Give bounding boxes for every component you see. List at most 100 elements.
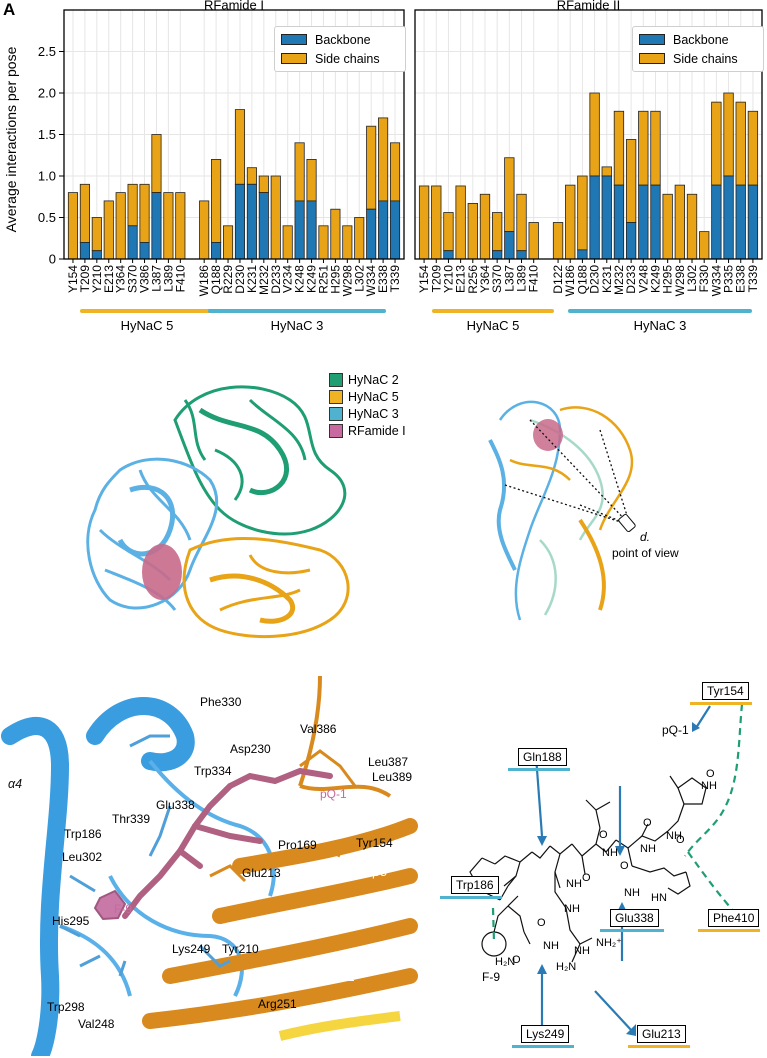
bar-backbone-s370 xyxy=(492,250,503,260)
x-tick-label-t209: T209 xyxy=(78,265,92,293)
annotation-text: point of view xyxy=(612,546,679,560)
label-thr339: Thr339 xyxy=(112,812,151,826)
y-tick-label: 0 xyxy=(49,252,56,267)
rfamide-surface xyxy=(142,544,182,600)
bar-side-chains-t339 xyxy=(389,142,401,202)
bar-side-chains-f410 xyxy=(175,192,186,260)
label-leu387: Leu387 xyxy=(368,755,409,769)
bar-side-chains-v248 xyxy=(638,110,649,186)
x-tick-label-h295: H295 xyxy=(661,265,675,294)
box-glu338: Glu338 xyxy=(610,909,659,927)
group-label-hynac5: HyNaC 5 xyxy=(120,318,174,333)
group-label-hynac3: HyNaC 3 xyxy=(633,318,687,333)
x-tick-label-h295: H295 xyxy=(328,265,342,294)
x-tick-label-f330: F330 xyxy=(697,265,711,293)
x-tick-label-d230: D230 xyxy=(233,265,247,294)
bar-side-chains-p335 xyxy=(723,92,734,177)
bar-side-chains-y154 xyxy=(418,185,430,260)
bar-side-chains-y210 xyxy=(91,217,102,252)
chart-frame xyxy=(414,9,763,260)
legend-swatch xyxy=(329,423,343,438)
bar-side-chains-y364 xyxy=(115,192,126,260)
bar-backbone-l387 xyxy=(504,231,515,260)
x-tick-label-r251: R251 xyxy=(316,265,330,294)
x-tick-label-k249: K249 xyxy=(305,265,319,293)
atom-label: O xyxy=(676,834,685,846)
label-trp298: Trp298 xyxy=(47,1000,85,1014)
atom-label: NH xyxy=(640,843,656,855)
helix-label-a5: α5 xyxy=(108,793,122,807)
bar-side-chains-l387 xyxy=(151,134,162,193)
phe-ring xyxy=(93,889,127,921)
group-label-hynac5: HyNaC 5 xyxy=(466,318,520,333)
bar-backbone-q188 xyxy=(211,241,222,260)
backbone-swatch xyxy=(639,34,665,45)
hynac5-strands xyxy=(142,818,418,1029)
bar-lys249 xyxy=(512,1045,574,1048)
x-tick-label-s370: S370 xyxy=(126,265,140,293)
atom-label: H₂N xyxy=(495,956,516,968)
bar-side-chains-m232 xyxy=(613,110,625,186)
x-tick-label-l387: L387 xyxy=(149,265,163,292)
legend-swatch xyxy=(329,372,343,387)
label-asp230: Asp230 xyxy=(230,742,271,756)
bar-side-chains-k231 xyxy=(246,167,257,185)
bar-backbone-m232 xyxy=(258,192,269,260)
box-gln188: Gln188 xyxy=(518,748,567,766)
strand-label-b11: β11 xyxy=(334,970,355,984)
x-tick-label-w186: W186 xyxy=(563,265,577,297)
x-tick-label-k231: K231 xyxy=(245,265,259,293)
hynac5-ribbon xyxy=(182,536,350,638)
bar-backbone-v248 xyxy=(638,184,649,260)
bar-side-chains-s370 xyxy=(127,183,138,227)
bar-side-chains-w334 xyxy=(366,125,377,210)
hynac3-helices xyxy=(1,697,195,1056)
bar-side-chains-d230 xyxy=(589,92,600,177)
label-f9: F-9 xyxy=(114,902,132,916)
x-tick-label-f410: F410 xyxy=(527,265,541,293)
bar-backbone-d230 xyxy=(234,183,246,260)
y-tick-label: 0.5 xyxy=(38,210,56,225)
x-tick-label-m232: M232 xyxy=(257,265,271,295)
side-view-structure xyxy=(488,400,634,621)
yellow-strand xyxy=(278,1011,401,1041)
camera-icon xyxy=(618,513,636,533)
x-tick-label-t209: T209 xyxy=(429,265,443,293)
x-tick-label-r256: R256 xyxy=(466,265,480,294)
atom-label: O xyxy=(582,872,591,884)
x-tick-label-e338: E338 xyxy=(376,265,390,293)
group-bar-hynac3 xyxy=(568,309,752,313)
x-tick-label-v234: V234 xyxy=(281,265,295,293)
group-bar-hynac5 xyxy=(80,309,214,313)
x-tick-label-e213: E213 xyxy=(102,265,116,293)
bar-side-chains-f410 xyxy=(528,222,539,260)
y-tick-label: 1.5 xyxy=(38,127,56,142)
x-tick-label-k249: K249 xyxy=(648,265,662,293)
bar-backbone-d233 xyxy=(625,222,637,260)
bar-phe410 xyxy=(698,929,760,932)
annotation-letter: d. xyxy=(640,530,651,544)
x-tick-label-w298: W298 xyxy=(340,265,354,297)
legend-swatch xyxy=(329,389,343,404)
bar-side-chains-q188 xyxy=(211,158,222,243)
x-tick-label-s370: S370 xyxy=(490,265,504,293)
atom-label: NH xyxy=(566,878,582,890)
chart-title: RFamide II xyxy=(557,0,621,13)
y-axis-label: Average interactions per pose xyxy=(3,46,19,232)
bar-side-chains-l389 xyxy=(516,193,527,252)
residue-sticks xyxy=(59,734,231,977)
bar-side-chains-w298 xyxy=(342,225,353,260)
bar-side-chains-d230 xyxy=(234,109,246,185)
atom-label: NH xyxy=(564,903,580,915)
label-his295: His295 xyxy=(52,914,90,928)
bar-backbone-m232 xyxy=(613,184,625,260)
atom-label: O xyxy=(643,817,652,829)
bar-side-chains-e338 xyxy=(735,101,746,186)
x-tick-label-p335: P335 xyxy=(722,265,736,293)
atom-label: O xyxy=(706,768,715,780)
bar-trp186 xyxy=(440,896,502,899)
atom-label: H₂N xyxy=(556,961,577,973)
chart-title: RFamide I xyxy=(204,0,264,13)
label-phe330: Phe330 xyxy=(200,695,242,709)
x-tick-label-v248: V248 xyxy=(636,265,650,293)
